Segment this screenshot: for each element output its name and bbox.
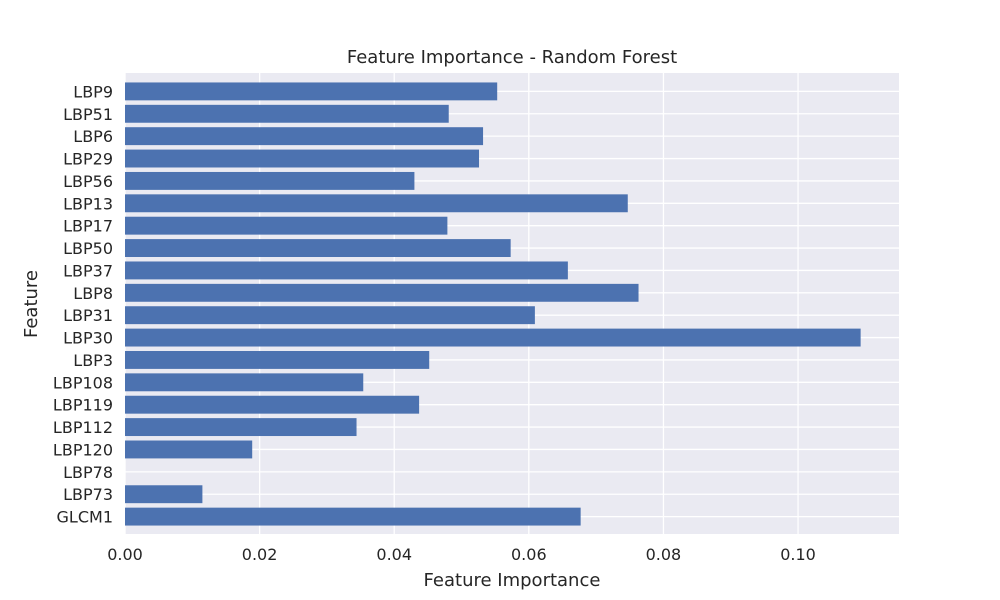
y-tick-label: LBP50 — [63, 239, 113, 258]
x-tick-label: 0.02 — [242, 545, 278, 564]
bar-lbp108 — [125, 373, 364, 392]
y-tick-label: LBP37 — [63, 261, 113, 280]
y-tick-label: LBP6 — [73, 127, 113, 146]
bar-lbp31 — [125, 306, 535, 325]
x-tick-label: 0.04 — [376, 545, 412, 564]
y-tick-label: LBP108 — [53, 373, 113, 392]
y-tick-label: LBP112 — [53, 418, 113, 437]
y-tick-label: LBP3 — [73, 351, 113, 370]
bar-lbp17 — [125, 216, 448, 235]
bar-lbp56 — [125, 171, 415, 190]
x-tick-label: 0.06 — [511, 545, 547, 564]
y-tick-labels: LBP9 LBP51 LBP6 LBP29 LBP56 LBP13 LBP17 LBP50 LB… — [53, 82, 113, 526]
bar-lbp8 — [125, 283, 639, 302]
bar-lbp51 — [125, 104, 449, 123]
chart-title: Feature Importance - Random Forest — [347, 47, 677, 68]
bar-lbp73 — [125, 485, 203, 504]
bars — [125, 82, 861, 526]
y-tick-label: LBP119 — [53, 396, 113, 415]
y-tick-label: LBP51 — [63, 105, 113, 124]
y-axis-title: Feature — [21, 270, 42, 338]
bar-lbp6 — [125, 127, 484, 146]
y-tick-label: LBP120 — [53, 440, 113, 459]
y-tick-label: GLCM1 — [57, 508, 113, 527]
y-tick-label: LBP8 — [73, 284, 113, 303]
y-tick-label: LBP56 — [63, 172, 113, 191]
bar-lbp13 — [125, 194, 628, 213]
y-tick-label: LBP9 — [73, 82, 113, 101]
x-tick-label: 0.00 — [107, 545, 143, 564]
y-tick-label: LBP29 — [63, 150, 113, 169]
bar-lbp120 — [125, 440, 253, 459]
bar-lbp30 — [125, 328, 861, 347]
x-tick-label: 0.08 — [646, 545, 682, 564]
bar-lbp112 — [125, 418, 357, 437]
y-tick-label: LBP73 — [63, 485, 113, 504]
bar-lbp29 — [125, 149, 480, 168]
y-tick-label: LBP30 — [63, 329, 113, 348]
bar-glcm1 — [125, 507, 581, 526]
bar-lbp50 — [125, 239, 511, 258]
y-tick-label: LBP31 — [63, 306, 113, 325]
bar-lbp37 — [125, 261, 568, 280]
x-tick-labels: 0.00 0.02 0.04 0.06 0.08 0.10 — [107, 545, 816, 564]
bar-lbp9 — [125, 82, 498, 101]
y-tick-label: LBP13 — [63, 194, 113, 213]
y-tick-label: LBP17 — [63, 217, 113, 236]
x-axis-title: Feature Importance — [424, 570, 601, 591]
bar-lbp119 — [125, 395, 420, 414]
bar-lbp3 — [125, 350, 430, 369]
x-tick-label: 0.10 — [780, 545, 816, 564]
y-tick-label: LBP78 — [63, 463, 113, 482]
